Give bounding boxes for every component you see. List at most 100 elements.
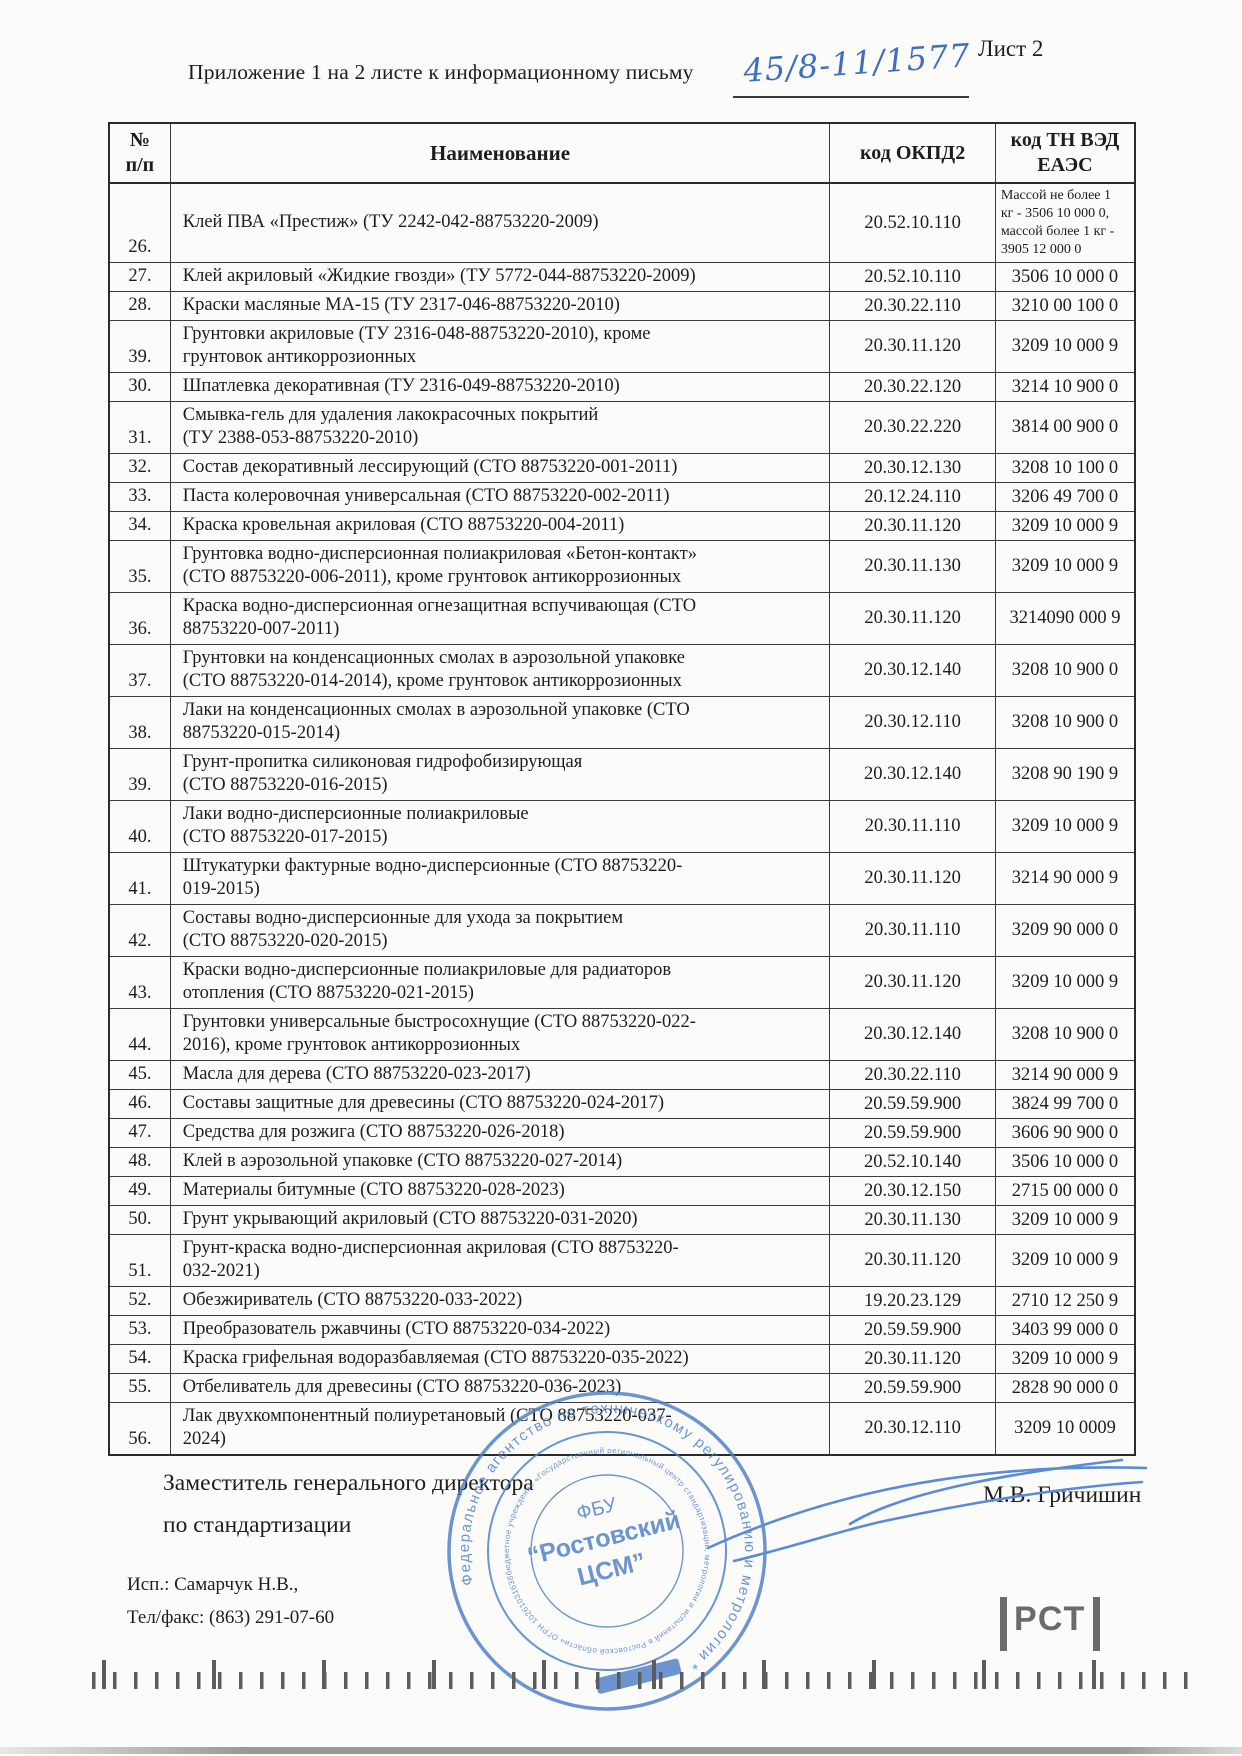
product-name: Масла для дерева (СТО 88753220-023-2017) — [169, 1060, 831, 1090]
letter-number-underline — [733, 96, 969, 98]
product-name: Паста колеровочная универсальная (СТО 88… — [169, 482, 831, 512]
scan-bottom-edge — [0, 1747, 1242, 1754]
okpd2-code: 20.52.10.110 — [829, 262, 996, 292]
products-table-header: № п/п Наименование код ОКПД2 код ТН ВЭД … — [108, 122, 1136, 184]
product-name: Лак двухкомпонентный полиуретановый (СТО… — [169, 1402, 831, 1456]
okpd2-code: 20.30.11.110 — [829, 904, 996, 957]
row-number: 34. — [108, 511, 171, 541]
row-number: 46. — [108, 1089, 171, 1119]
table-row: 30. Шпатлевка декоративная (ТУ 2316-049-8… — [108, 372, 1136, 402]
table-row: 54. Краска грифельная водоразбавляемая (С… — [108, 1344, 1136, 1374]
product-name: Краска кровельная акриловая (СТО 8875322… — [169, 511, 831, 541]
product-name: Лаки водно-дисперсионные полиакриловые (… — [169, 800, 831, 853]
tnved-code: 3214 10 900 0 — [994, 372, 1136, 402]
table-row: 56. Лак двухкомпонентный полиуретановый (… — [108, 1402, 1136, 1456]
table-row: 38. Лаки на конденсационных смолах в аэро… — [108, 696, 1136, 749]
row-number: 45. — [108, 1060, 171, 1090]
row-number: 26. — [108, 182, 171, 263]
okpd2-code: 20.12.24.110 — [829, 482, 996, 512]
product-name: Краска грифельная водоразбавляемая (СТО … — [169, 1344, 831, 1374]
row-number: 33. — [108, 482, 171, 512]
executor-phone: Тел/факс: (863) 291-07-60 — [127, 1607, 335, 1628]
okpd2-code: 20.30.12.130 — [829, 453, 996, 483]
okpd2-code: 20.30.12.140 — [829, 1008, 996, 1061]
product-name: Материалы битумные (СТО 88753220-028-202… — [169, 1176, 831, 1206]
row-number: 41. — [108, 852, 171, 905]
product-name: Краски водно-дисперсионные полиакриловые… — [169, 956, 831, 1009]
product-name: Краска водно-дисперсионная огнезащитная … — [169, 592, 831, 645]
okpd2-code: 20.30.12.110 — [829, 696, 996, 749]
product-name: Грунтовки универсальные быстросохнущие (… — [169, 1008, 831, 1061]
product-name: Краски масляные МА-15 (ТУ 2317-046-88753… — [169, 291, 831, 321]
tnved-code: 3208 10 900 0 — [994, 1008, 1136, 1061]
table-row: 31. Смывка-гель для удаления лакокрасочны… — [108, 401, 1136, 454]
table-row: 55. Отбеливатель для древесины (СТО 88753… — [108, 1373, 1136, 1403]
okpd2-code: 20.30.12.150 — [829, 1176, 996, 1206]
row-number: 54. — [108, 1344, 171, 1374]
products-table: № п/п Наименование код ОКПД2 код ТН ВЭД … — [108, 122, 1136, 1456]
tnved-code: 3814 00 900 0 — [994, 401, 1136, 454]
appendix-title: Приложение 1 на 2 листе к информационном… — [188, 60, 694, 84]
row-number: 32. — [108, 453, 171, 483]
table-row: 49. Материалы битумные (СТО 88753220-028-… — [108, 1176, 1136, 1206]
row-number: 44. — [108, 1008, 171, 1061]
product-name: Грунт-краска водно-дисперсионная акрилов… — [169, 1234, 831, 1287]
product-name: Шпатлевка декоративная (ТУ 2316-049-8875… — [169, 372, 831, 402]
row-number: 52. — [108, 1286, 171, 1316]
table-row: 35. Грунтовка водно-дисперсионная полиакр… — [108, 540, 1136, 593]
okpd2-code: 19.20.23.129 — [829, 1286, 996, 1316]
tnved-code: 3506 10 000 0 — [994, 1147, 1136, 1177]
executor-info: Исп.: Самарчук Н.В., Тел/факс: (863) 291… — [127, 1568, 334, 1634]
tnved-code: 2828 90 000 0 — [994, 1373, 1136, 1403]
row-number: 51. — [108, 1234, 171, 1287]
product-name: Составы защитные для древесины (СТО 8875… — [169, 1089, 831, 1119]
product-name: Грунтовки на конденсационных смолах в аэ… — [169, 644, 831, 697]
table-row: 28. Краски масляные МА-15 (ТУ 2317-046-88… — [108, 291, 1136, 321]
row-number: 53. — [108, 1315, 171, 1345]
okpd2-code: 20.59.59.900 — [829, 1373, 996, 1403]
tnved-code: 2710 12 250 9 — [994, 1286, 1136, 1316]
tnved-code: 3209 10 000 9 — [994, 320, 1136, 373]
okpd2-code: 20.30.11.120 — [829, 956, 996, 1009]
tnved-code: 3209 10 000 9 — [994, 956, 1136, 1009]
okpd2-code: 20.30.11.120 — [829, 592, 996, 645]
stamp-center-line3: ЦСМ” — [575, 1547, 649, 1591]
okpd2-code: 20.30.22.220 — [829, 401, 996, 454]
rst-letters: РСТ — [1014, 1599, 1087, 1638]
table-row: 46. Составы защитные для древесины (СТО 8… — [108, 1089, 1136, 1119]
product-name: Клей акриловый «Жидкие гвозди» (ТУ 5772-… — [169, 262, 831, 292]
okpd2-code: 20.30.11.130 — [829, 540, 996, 593]
table-row: 47. Средства для розжига (СТО 88753220-02… — [108, 1118, 1136, 1148]
table-row: 26. Клей ПВА «Престиж» (ТУ 2242-042-88753… — [108, 182, 1136, 263]
tnved-code: 3214 90 000 9 — [994, 1060, 1136, 1090]
tnved-code: 3209 10 000 9 — [994, 1234, 1136, 1287]
row-number: 40. — [108, 800, 171, 853]
okpd2-code: 20.30.11.120 — [829, 852, 996, 905]
table-row: 50. Грунт укрывающий акриловый (СТО 88753… — [108, 1205, 1136, 1235]
okpd2-code: 20.30.12.140 — [829, 748, 996, 801]
okpd2-code: 20.30.22.110 — [829, 1060, 996, 1090]
tnved-code: 3824 99 700 0 — [994, 1089, 1136, 1119]
signer-name: М.В. Гричишин — [983, 1482, 1142, 1508]
okpd2-code: 20.30.11.120 — [829, 1234, 996, 1287]
okpd2-code: 20.52.10.110 — [829, 182, 996, 263]
table-row: 39. Грунтовки акриловые (ТУ 2316-048-8875… — [108, 320, 1136, 373]
row-number: 31. — [108, 401, 171, 454]
signer-title: Заместитель генерального директора по ст… — [163, 1470, 534, 1538]
tnved-code: 3214090 000 9 — [994, 592, 1136, 645]
okpd2-code: 20.59.59.900 — [829, 1118, 996, 1148]
product-name: Отбеливатель для древесины (СТО 88753220… — [169, 1373, 831, 1403]
row-number: 36. — [108, 592, 171, 645]
product-name: Обезжириватель (СТО 88753220-033-2022) — [169, 1286, 831, 1316]
tick-row-tall — [102, 1660, 1188, 1689]
product-name: Клей ПВА «Престиж» (ТУ 2242-042-88753220… — [169, 182, 831, 263]
table-row: 36. Краска водно-дисперсионная огнезащитн… — [108, 592, 1136, 645]
product-name: Лаки на конденсационных смолах в аэрозол… — [169, 696, 831, 749]
tnved-code: Массой не более 1 кг - 3506 10 000 0, ма… — [994, 182, 1136, 263]
row-number: 28. — [108, 291, 171, 321]
product-name: Грунт укрывающий акриловый (СТО 88753220… — [169, 1205, 831, 1235]
tnved-code: 3208 10 100 0 — [994, 453, 1136, 483]
stamp-center-line1: ФБУ — [574, 1494, 619, 1525]
table-row: 44. Грунтовки универсальные быстросохнущи… — [108, 1008, 1136, 1061]
